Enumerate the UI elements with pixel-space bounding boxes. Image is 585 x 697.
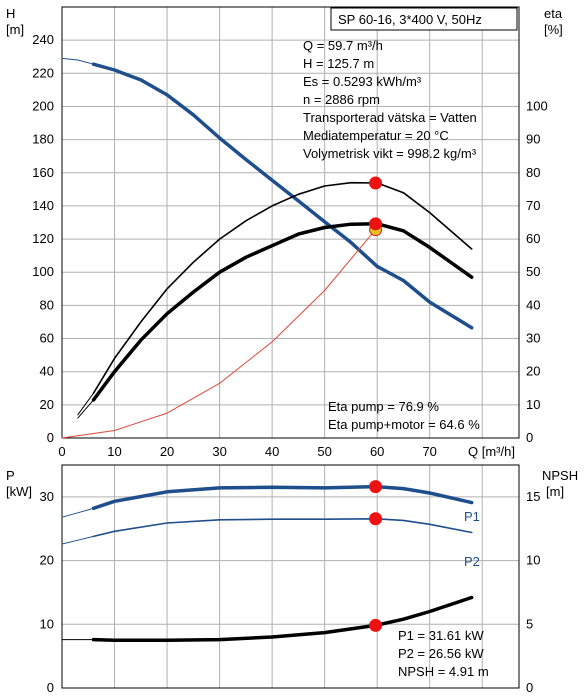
bottom-y-left-title: P bbox=[6, 468, 15, 483]
duty-point-marker bbox=[369, 480, 383, 494]
y-left-tick-label: 140 bbox=[32, 198, 54, 213]
series-line-p1-extension bbox=[61, 507, 94, 518]
eta-pump-motor-text: Eta pump+motor = 64.6 % bbox=[328, 417, 480, 432]
series-line-head-extension bbox=[61, 57, 94, 65]
y-right-tick-label: 100 bbox=[526, 98, 548, 113]
x-tick-label: 30 bbox=[212, 444, 226, 459]
top-x-label: Q [m³/h] bbox=[468, 444, 515, 459]
y-left-tick-label: 180 bbox=[32, 132, 54, 147]
y-right-tick-label: 90 bbox=[526, 132, 540, 147]
series-line-eta-pump-motor bbox=[91, 222, 474, 402]
bottom-y-left-unit: [kW] bbox=[6, 484, 32, 499]
y-left-tick-label: 40 bbox=[40, 364, 54, 379]
top-y-right-title: eta bbox=[544, 6, 563, 21]
top-tick-labels: 0204060801001201401601802002202400102030… bbox=[32, 32, 547, 459]
top-markers bbox=[369, 176, 383, 237]
info-line: n = 2886 rpm bbox=[303, 92, 380, 107]
series-line-eta-pump bbox=[92, 181, 473, 394]
y-left-tick-label: 120 bbox=[32, 231, 54, 246]
y-left-tick-label: 20 bbox=[40, 397, 54, 412]
x-tick-label: 10 bbox=[107, 444, 121, 459]
bottom-grid bbox=[62, 465, 519, 688]
duty-point-marker bbox=[369, 176, 383, 190]
info-line: Q = 59.7 m³/h bbox=[303, 38, 383, 53]
top-y-left-unit: [m] bbox=[6, 22, 24, 37]
info-line: Transporterad vätska = Vatten bbox=[303, 110, 477, 125]
y-left-tick-label: 240 bbox=[32, 32, 54, 47]
info-line: H = 125.7 m bbox=[303, 56, 374, 71]
legend-p2: P2 bbox=[464, 554, 480, 569]
x-tick-label: 60 bbox=[370, 444, 384, 459]
eta-info: Eta pump = 76.9 % Eta pump+motor = 64.6 … bbox=[328, 399, 480, 432]
series-line-npsh bbox=[91, 595, 474, 642]
power-npsh-panel: 0 10 20 30 0 5 10 15 P [kW] NPSH [m] P1 P2 P1 =… bbox=[6, 464, 578, 695]
bottom-plot-frame bbox=[61, 464, 520, 689]
y-right-tick-label: 80 bbox=[526, 165, 540, 180]
duty-point-marker bbox=[369, 512, 383, 526]
y-right-tick-label: 60 bbox=[526, 231, 540, 246]
y-left-tick-label: 20 bbox=[40, 553, 54, 568]
y-right-tick-label: 50 bbox=[526, 264, 540, 279]
bottom-markers bbox=[369, 480, 383, 632]
chart-title-box bbox=[330, 7, 518, 31]
y-right-tick-label: 0 bbox=[526, 680, 533, 695]
chart-title: SP 60-16, 3*400 V, 50Hz bbox=[338, 12, 482, 27]
y-right-tick-label: 0 bbox=[526, 430, 533, 445]
series-line-eta-pump-motor-extension bbox=[77, 399, 94, 419]
y-left-tick-label: 10 bbox=[40, 616, 54, 631]
x-tick-label: 0 bbox=[58, 444, 65, 459]
info-line: Es = 0.5293 kWh/m³ bbox=[303, 74, 422, 89]
info-line: P1 = 31.61 kW bbox=[398, 628, 484, 643]
legend-p1: P1 bbox=[464, 509, 480, 524]
info-line: NPSH = 4.91 m bbox=[398, 664, 489, 679]
bottom-y-right-title: NPSH bbox=[542, 468, 578, 483]
series-line-p2 bbox=[92, 518, 473, 538]
series-line-p2-extension bbox=[61, 535, 94, 545]
head-efficiency-panel: 0204060801001201401601802002202400102030… bbox=[6, 6, 563, 459]
y-left-tick-label: 0 bbox=[47, 680, 54, 695]
y-right-tick-label: 40 bbox=[526, 297, 540, 312]
y-right-tick-label: 5 bbox=[526, 616, 533, 631]
bottom-series bbox=[61, 484, 474, 642]
top-y-left-title: H bbox=[6, 6, 15, 21]
y-left-tick-label: 100 bbox=[32, 264, 54, 279]
eta-pump-text: Eta pump = 76.9 % bbox=[328, 399, 439, 414]
duty-point-marker bbox=[369, 618, 383, 632]
info-line: P2 = 26.56 kW bbox=[398, 646, 484, 661]
x-tick-label: 40 bbox=[265, 444, 279, 459]
duty-point-info: Q = 59.7 m³/h H = 125.7 m Es = 0.5293 kW… bbox=[303, 38, 477, 161]
y-right-tick-label: 70 bbox=[526, 198, 540, 213]
y-left-tick-label: 220 bbox=[32, 65, 54, 80]
y-left-tick-label: 60 bbox=[40, 331, 54, 346]
top-plot-frame bbox=[61, 6, 520, 439]
y-left-tick-label: 30 bbox=[40, 489, 54, 504]
x-tick-label: 50 bbox=[317, 444, 331, 459]
y-right-tick-label: 30 bbox=[526, 331, 540, 346]
power-info: P1 = 31.61 kW P2 = 26.56 kW NPSH = 4.91 … bbox=[398, 628, 489, 679]
top-y-right-unit: [%] bbox=[544, 22, 563, 37]
top-grid bbox=[62, 7, 519, 438]
x-tick-label: 70 bbox=[422, 444, 436, 459]
y-left-tick-label: 200 bbox=[32, 98, 54, 113]
y-right-tick-label: 10 bbox=[526, 397, 540, 412]
series-line-eta-pump-extension bbox=[77, 392, 94, 416]
info-line: Mediatemperatur = 20 °C bbox=[303, 128, 449, 143]
bottom-tick-labels: 0 10 20 30 0 5 10 15 bbox=[40, 489, 541, 695]
info-line: Volymetrisk vikt = 998.2 kg/m³ bbox=[303, 146, 477, 161]
x-tick-label: 20 bbox=[160, 444, 174, 459]
series-line-system-curve bbox=[61, 229, 377, 439]
y-left-tick-label: 80 bbox=[40, 297, 54, 312]
y-right-tick-label: 20 bbox=[526, 364, 540, 379]
top-series bbox=[61, 57, 474, 439]
y-left-tick-label: 0 bbox=[47, 430, 54, 445]
series-line-head bbox=[91, 62, 474, 330]
y-left-tick-label: 160 bbox=[32, 165, 54, 180]
duty-point-marker bbox=[369, 217, 383, 231]
y-right-tick-label: 10 bbox=[526, 553, 540, 568]
bottom-y-right-unit: [m] bbox=[546, 484, 564, 499]
series-line-p1 bbox=[91, 484, 474, 511]
y-right-tick-label: 15 bbox=[526, 489, 540, 504]
